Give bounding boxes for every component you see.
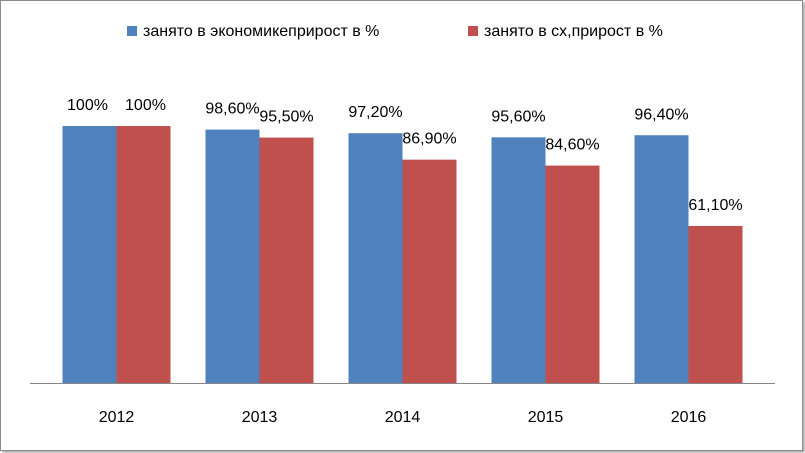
- bar-2014-series-1: [348, 133, 403, 383]
- legend-label-series-2: занято в сх,прирост в %: [484, 23, 663, 40]
- bar-2014-series-2: [402, 159, 457, 383]
- x-axis-tick-labels: 2012 2013 2014 2015 2016: [99, 409, 707, 426]
- bar-2015-series-2: [545, 165, 600, 383]
- data-label-2014-series-1: 97,20%: [348, 104, 402, 121]
- data-label-2016-series-2: 61,10%: [688, 197, 742, 214]
- data-label-2012-series-2: 100%: [125, 97, 166, 114]
- data-label-2015-series-2: 84,60%: [545, 137, 599, 154]
- bar-2016-series-1: [634, 135, 689, 383]
- data-label-2015-series-1: 95,60%: [491, 108, 545, 125]
- legend: занято в экономикеприрост в % занято в сх…: [127, 23, 663, 40]
- x-tick-label-2016: 2016: [671, 409, 707, 426]
- bar-2013-series-2: [259, 137, 314, 383]
- data-labels-layer: 100% 98,60% 97,20% 95,60% 96,40% 100% 95,50% 86…: [67, 97, 743, 214]
- x-tick-label-2015: 2015: [528, 409, 564, 426]
- x-tick-label-2014: 2014: [385, 409, 421, 426]
- data-label-2014-series-2: 86,90%: [402, 131, 456, 148]
- legend-swatch-series-2: [468, 26, 478, 36]
- bar-2012-series-2: [116, 126, 171, 383]
- data-label-2016-series-1: 96,40%: [634, 106, 688, 123]
- data-label-2013-series-2: 95,50%: [259, 109, 313, 126]
- legend-swatch-series-1: [127, 26, 137, 36]
- data-label-2013-series-1: 98,60%: [205, 101, 259, 118]
- data-label-2012-series-1: 100%: [67, 97, 108, 114]
- bars-layer: [62, 126, 743, 383]
- bar-2015-series-1: [491, 137, 546, 383]
- x-tick-label-2012: 2012: [99, 409, 135, 426]
- bar-2012-series-1: [62, 126, 117, 383]
- bar-2016-series-2: [688, 225, 743, 383]
- legend-label-series-1: занято в экономикеприрост в %: [143, 23, 379, 40]
- x-tick-label-2013: 2013: [242, 409, 278, 426]
- bar-2013-series-1: [205, 129, 260, 383]
